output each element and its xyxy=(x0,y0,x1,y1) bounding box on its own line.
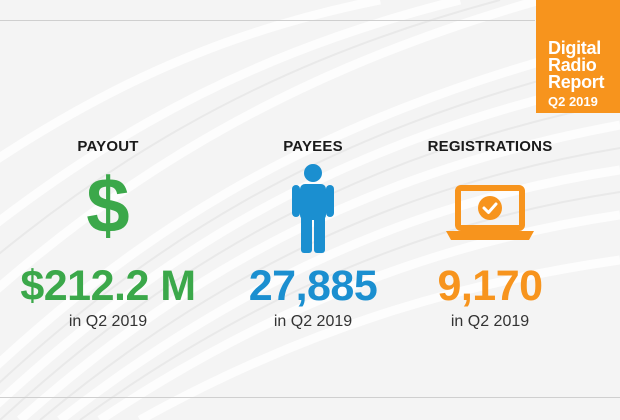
laptop-check-icon xyxy=(390,183,590,250)
payout-value: $212.2 M xyxy=(20,262,196,310)
registrations-heading: REGISTRATIONS xyxy=(427,138,553,155)
payees-note: in Q2 2019 xyxy=(273,313,353,330)
badge-line-1: Digital xyxy=(548,38,601,58)
badge-period: Q2 2019 xyxy=(548,94,598,109)
registrations-note: in Q2 2019 xyxy=(450,313,530,330)
payees-heading: PAYEES xyxy=(283,138,343,155)
payout-note: in Q2 2019 xyxy=(68,313,148,330)
payees-value: 27,885 xyxy=(248,262,378,310)
registrations-value: 9,170 xyxy=(437,262,543,310)
dollar-sign-icon: $ xyxy=(86,161,130,249)
bottom-divider xyxy=(0,397,620,398)
report-badge: Digital Radio Report Q2 2019 xyxy=(536,0,620,113)
top-divider xyxy=(0,20,535,21)
person-icon xyxy=(213,163,413,260)
payout-heading: PAYOUT xyxy=(77,138,139,155)
badge-line-3: Report xyxy=(548,72,605,92)
badge-line-2: Radio xyxy=(548,55,597,75)
